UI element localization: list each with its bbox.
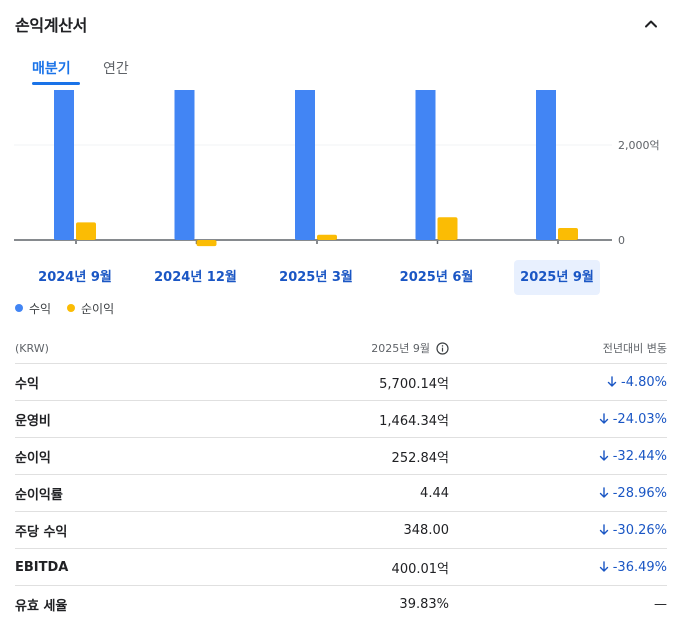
row-label: 순이익률 <box>15 474 275 512</box>
row-label: 수익 <box>15 363 275 401</box>
row-change: -4.80% <box>449 363 667 401</box>
row-value: 252.84억 <box>275 437 449 475</box>
info-icon[interactable] <box>436 342 449 355</box>
row-change: -28.96% <box>449 474 667 512</box>
active-tab-indicator <box>32 82 80 85</box>
row-label: 유효 세율 <box>15 598 68 614</box>
table-row: 수익 5,700.14억 -4.80% <box>15 363 667 401</box>
row-change-value: -28.96% <box>612 485 667 501</box>
section-title: 손익계산서 <box>15 16 88 35</box>
header-period: 2025년 9월 <box>275 333 449 364</box>
row-label: 순이익 <box>15 437 275 475</box>
row-change-value: -36.49% <box>612 559 667 575</box>
row-label: 운영비 <box>15 400 275 438</box>
period-button[interactable]: 2025년 6월 <box>399 270 474 285</box>
net-income-bar <box>196 240 217 247</box>
y-tick-label: 2,000억 <box>618 139 660 152</box>
net-income-bar <box>76 222 96 240</box>
row-change: — <box>449 586 667 623</box>
legend-item-net-income: 순이익 <box>67 300 114 317</box>
revenue-bar <box>174 90 195 240</box>
table-row: 운영비 1,464.34억 -24.03% <box>15 400 667 438</box>
revenue-bar <box>536 90 556 240</box>
revenue-bar <box>415 90 436 240</box>
table-row: 순이익 252.84억 -32.44% <box>15 437 667 475</box>
legend-net-income-swatch <box>67 304 75 312</box>
row-value: 1,464.34억 <box>275 400 449 438</box>
row-label: EBITDA <box>15 548 275 586</box>
arrow-down-icon <box>599 560 608 572</box>
period-button[interactable]: 2025년 3월 <box>279 270 353 285</box>
income-statement-table: (KRW) 2025년 9월 전년대비 변동 수익 5,700.14억 -4.80%… <box>15 333 667 622</box>
arrow-down-icon <box>599 449 608 461</box>
legend-revenue-label: 수익 <box>29 302 52 316</box>
net-income-bar <box>317 234 337 240</box>
period-button[interactable]: 2025년 9월 <box>514 260 600 295</box>
row-change: -30.26% <box>449 511 667 549</box>
table-row: 순이익률 4.44 -28.96% <box>15 474 667 512</box>
table-row: EBITDA 400.01억 -36.49% <box>15 548 667 586</box>
tab-annual[interactable]: 연간 <box>103 61 129 77</box>
row-label: 주당 수익 <box>15 511 275 549</box>
revenue-bar <box>54 90 74 240</box>
table-header-row: (KRW) 2025년 9월 전년대비 변동 <box>15 333 667 364</box>
table-row: 주당 수익 348.00 -30.26% <box>15 511 667 549</box>
row-value: 348.00 <box>275 511 449 549</box>
row-change-value: -4.80% <box>621 374 667 390</box>
row-change-value: -30.26% <box>612 522 667 538</box>
chevron-up-icon <box>645 20 657 28</box>
period-button[interactable]: 2024년 9월 <box>38 270 112 285</box>
row-value: 5,700.14억 <box>275 363 449 401</box>
income-statement-header: 손익계산서 <box>15 12 665 38</box>
row-change-value: — <box>654 596 667 612</box>
header-yoy-change: 전년대비 변동 <box>449 333 667 364</box>
header-currency: (KRW) <box>15 333 275 364</box>
arrow-down-icon <box>607 375 617 387</box>
row-value: 39.83% <box>399 596 449 612</box>
net-income-bar <box>437 217 458 240</box>
table-row: 유효 세율 39.83% — <box>15 586 667 623</box>
y-tick-label: 0 <box>618 234 625 247</box>
row-change-value: -24.03% <box>612 411 667 427</box>
legend-item-revenue: 수익 <box>15 300 51 317</box>
revenue-bar <box>295 90 315 240</box>
header-period-label: 2025년 9월 <box>371 342 430 355</box>
row-change: -24.03% <box>449 400 667 438</box>
arrow-down-icon <box>599 523 608 535</box>
row-change: -36.49% <box>449 548 667 586</box>
income-bar-chart: 02,000억4,000억 <box>14 90 660 247</box>
collapse-button[interactable] <box>641 14 661 34</box>
arrow-down-icon <box>599 412 608 424</box>
legend-revenue-swatch <box>15 304 23 312</box>
row-change: -32.44% <box>449 437 667 475</box>
net-income-bar <box>558 227 578 240</box>
period-button[interactable]: 2024년 12월 <box>154 270 237 285</box>
arrow-down-icon <box>599 486 608 498</box>
row-value: 4.44 <box>275 474 449 512</box>
row-change-value: -32.44% <box>612 448 667 464</box>
legend-net-income-label: 순이익 <box>81 302 115 316</box>
tab-quarterly[interactable]: 매분기 <box>32 61 71 77</box>
row-value: 400.01억 <box>275 548 449 586</box>
